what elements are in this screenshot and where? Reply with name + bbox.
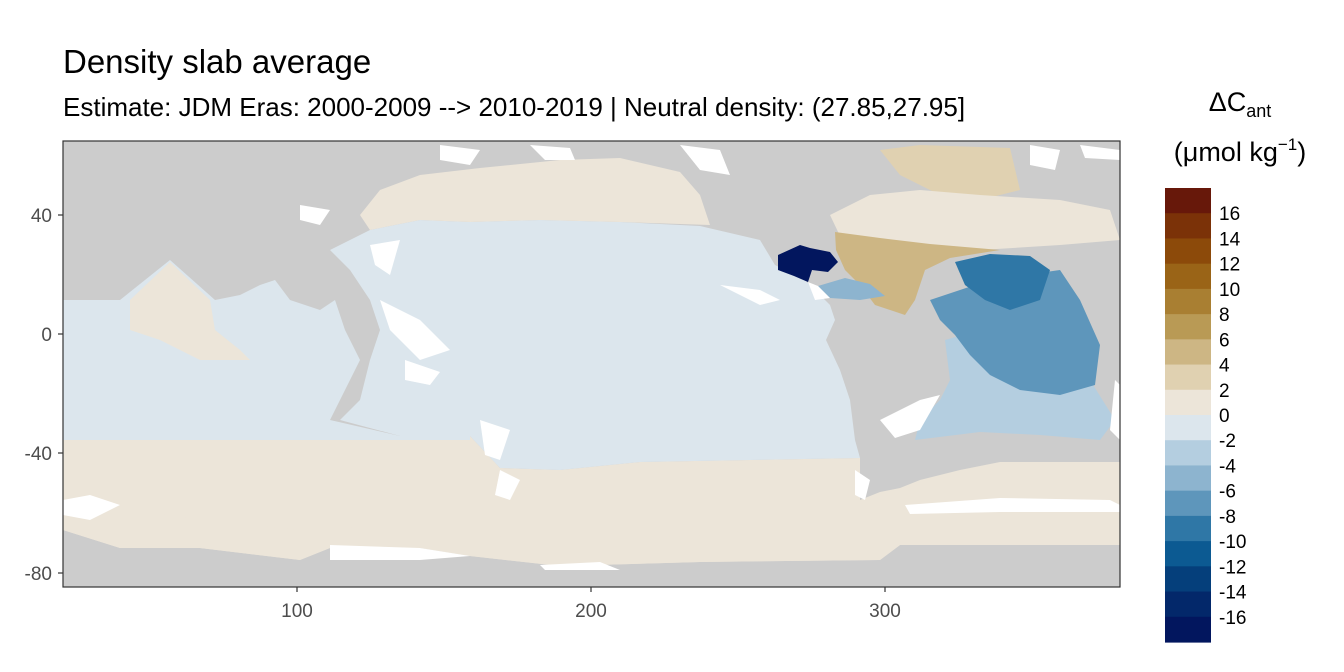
legend-label: -14 [1219, 583, 1247, 604]
region-esa-core [955, 254, 1050, 310]
y-tick-label: -40 [25, 444, 52, 465]
legend-title: ΔCant [1150, 84, 1330, 120]
legend-unit-suffix: ) [1297, 137, 1307, 167]
legend-swatch [1165, 263, 1211, 290]
legend-label: 12 [1219, 255, 1240, 276]
region-npacific [360, 158, 710, 230]
no-data-patches [63, 145, 1120, 570]
legend-unit: (μmol kg−1) [1150, 134, 1330, 170]
y-tick-label: -80 [25, 564, 52, 585]
x-tick-label: 200 [575, 601, 607, 622]
legend-label: 8 [1219, 305, 1230, 326]
legend-swatch [1165, 339, 1211, 366]
legend-label: -6 [1219, 482, 1236, 503]
axis-ticks [58, 214, 886, 592]
legend-swatch [1165, 440, 1211, 467]
legend-swatch [1165, 389, 1211, 416]
legend-title-symbol: ΔC [1208, 87, 1247, 117]
legend-swatch [1165, 314, 1211, 340]
ocean-field [63, 145, 1120, 570]
region-southern-deep [63, 500, 1120, 566]
legend-label: 2 [1219, 381, 1230, 402]
y-tick-label: 0 [41, 325, 52, 346]
legend-swatch [1165, 591, 1211, 618]
legend-label: 16 [1219, 204, 1240, 225]
legend-swatch [1165, 238, 1211, 265]
region-gulf [778, 245, 838, 282]
region-subpolar [830, 190, 1120, 250]
legend-swatch [1165, 288, 1211, 315]
region-caribbean [818, 278, 885, 300]
legend-label: -12 [1219, 557, 1246, 578]
chart-subtitle: Estimate: JDM Eras: 2000-2009 --> 2010-2… [63, 92, 966, 122]
y-tick-label: 40 [31, 206, 52, 227]
x-tick-label: 100 [281, 601, 313, 622]
region-tropical-atlantic [930, 270, 1100, 395]
legend-label: 6 [1219, 330, 1230, 351]
legend-swatch [1165, 364, 1211, 391]
legend-label: 14 [1219, 229, 1241, 250]
legend-labels: 16 14 12 10 8 6 4 2 0 -2 -4 -6 -8 -10 -12 -14 -16 [1219, 204, 1247, 629]
legend-unit-prefix: (μmol kg [1173, 137, 1278, 167]
legend-swatch [1165, 415, 1211, 441]
legend-swatch [1165, 188, 1211, 214]
legend-label: -2 [1219, 431, 1236, 452]
region-pacific [330, 220, 860, 470]
legend-swatch [1165, 515, 1211, 542]
legend-label: -16 [1219, 608, 1246, 629]
x-tick-label: 300 [869, 601, 901, 622]
legend-colorbar [1165, 188, 1211, 643]
legend-title-subscript: ant [1246, 101, 1272, 121]
legend-swatch [1165, 490, 1211, 517]
legend-label: -10 [1219, 532, 1246, 553]
legend-label: 10 [1219, 280, 1240, 301]
region-labrador [880, 145, 1020, 200]
legend-swatch [1165, 541, 1211, 567]
legend-label: -4 [1219, 456, 1236, 477]
legend-label: 0 [1219, 406, 1230, 427]
legend-label: -8 [1219, 507, 1236, 528]
chart-title: Density slab average [63, 43, 372, 80]
legend-swatch [1165, 213, 1211, 240]
legend-unit-superscript: −1 [1277, 135, 1298, 154]
region-arabian [130, 262, 250, 360]
legend-swatch [1165, 566, 1211, 593]
legend-swatch [1165, 616, 1211, 643]
legend-swatch [1165, 465, 1211, 492]
legend-label: 4 [1219, 356, 1230, 377]
